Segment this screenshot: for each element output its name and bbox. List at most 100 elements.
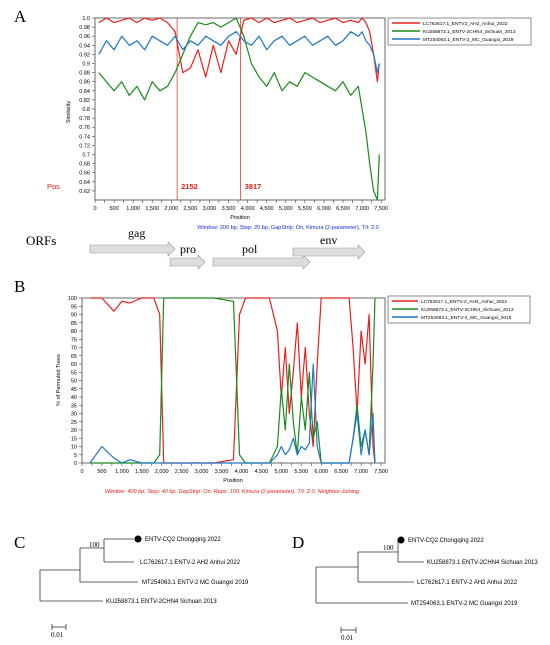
bootscan-plot-frame [81, 297, 386, 464]
y-tick-label: 0.72 [79, 143, 90, 149]
similarity-ylabel: Similarity [66, 101, 72, 124]
orf-label-gag: gag [128, 226, 145, 240]
y-tick-label: 40 [71, 395, 77, 401]
x-tick-label: 1,000 [126, 206, 140, 212]
legend-label: LC762617.1_ENTV-2_AH2_Anhui_2022 [421, 299, 507, 305]
y-tick-label: 75 [71, 337, 77, 343]
y-tick-label: 0.94 [79, 43, 90, 49]
x-tick-label: 0 [93, 206, 96, 212]
y-tick-label: 45 [71, 387, 77, 393]
tree-c-bootstrap: 100 [89, 541, 100, 549]
y-tick-label: 85 [71, 321, 77, 327]
x-tick-label: 2,500 [175, 469, 189, 475]
tree-d-bootstrap: 100 [383, 544, 394, 552]
x-tick-label: 2,000 [164, 206, 178, 212]
series-line-3 [98, 31, 380, 74]
panel-label-a: A [14, 7, 27, 26]
y-tick-label: 0.64 [79, 180, 90, 186]
bootscan-xlabel: Position [223, 478, 243, 484]
x-tick-label: 3,500 [215, 469, 229, 475]
x-tick-label: 5,000 [279, 206, 293, 212]
panel-label-c: C [14, 533, 25, 552]
tree-d-taxon-4: MT254063.1 ENTV-2 MC Guangxi 2019 [411, 601, 518, 607]
tree-c-scale-label: 0.01 [51, 631, 64, 639]
x-tick-label: 5,500 [294, 469, 308, 475]
y-tick-label: 35 [71, 403, 77, 409]
x-tick-label: 5,500 [298, 206, 312, 212]
x-tick-label: 4,500 [255, 469, 269, 475]
query-node-marker [134, 535, 142, 543]
orfs-title: ORFs [26, 233, 56, 248]
tree-c-taxon-4: KU258873.1 ENTV-2CHN4 Sichuan 2013 [106, 599, 217, 605]
bootscan-chart: 0 5 10 15 20 25 30 35 40 45 50 55 60 65 70 75 80 85 90 95 10… [56, 295, 531, 495]
panel-label-d: D [292, 533, 304, 552]
similarity-footer: Window: 200 bp, Step: 20 bp, GapStrip: O… [197, 225, 378, 231]
query-node-marker [397, 536, 405, 544]
x-tick-label: 1,500 [135, 469, 149, 475]
y-tick-label: 20 [71, 428, 77, 434]
pos-label: Pos [47, 182, 60, 191]
y-tick-label: 0.76 [79, 125, 90, 131]
x-tick-label: 2,000 [155, 469, 169, 475]
y-tick-label: 10 [71, 445, 77, 451]
similarity-legend: LC762617.1_ENTV2_AH2_Anhui_2022 KU258873… [387, 17, 532, 46]
phylo-tree-d [315, 536, 424, 633]
x-tick-label: 6,000 [317, 206, 331, 212]
similarity-chart: 0.62 0.64 0.66 0.68 0.7 0.72 0.74 0.76 0.78 0.8 0.… [47, 16, 532, 231]
x-tick-label: 2,500 [184, 206, 198, 212]
y-tick-label: 70 [71, 346, 77, 352]
y-tick-label: 0.8 [82, 107, 90, 113]
x-tick-label: 1,500 [145, 206, 159, 212]
y-tick-label: 0 [74, 461, 77, 467]
breakpoint-label: 2152 [181, 182, 198, 191]
orf-label-pro: pro [180, 242, 196, 256]
x-tick-label: 3,000 [195, 469, 209, 475]
similarity-plot-frame [94, 17, 386, 201]
y-tick-label: 100 [68, 296, 77, 302]
x-tick-label: 4,000 [235, 469, 249, 475]
y-tick-label: 1.0 [82, 16, 90, 22]
x-tick-label: 1,000 [115, 469, 129, 475]
y-tick-label: 0.7 [82, 153, 90, 159]
tree-d-taxon-3: LC762617.1 ENTV-2 AH2 Anhui 2022 [417, 580, 518, 586]
panel-label-b: B [14, 277, 25, 296]
tree-d-taxon-2: KU258873.1 ENTV-2CHN4 Sichuan 2013 [427, 560, 538, 566]
similarity-xlabel: Position [230, 215, 250, 221]
orf-arrow-pro [169, 254, 206, 270]
y-tick-label: 50 [71, 379, 77, 385]
phylo-tree-c [39, 535, 142, 630]
orf-arrow-pol [212, 254, 311, 270]
y-tick-label: 0.74 [79, 134, 90, 140]
orf-arrow-gag [89, 241, 176, 257]
x-tick-label: 4,500 [260, 206, 274, 212]
x-tick-label: 500 [109, 206, 118, 212]
bootscan-ylabel: % of Permuted Trees [56, 354, 62, 406]
x-tick-label: 3,500 [222, 206, 236, 212]
y-tick-label: 30 [71, 412, 77, 418]
orf-label-pol: pol [242, 242, 258, 256]
legend-label: LC762617.1_ENTV2_AH2_Anhui_2022 [423, 21, 508, 27]
y-tick-label: 0.88 [79, 71, 90, 77]
x-tick-label: 500 [97, 469, 106, 475]
y-tick-label: 0.84 [79, 89, 90, 95]
y-tick-label: 0.98 [79, 25, 90, 31]
y-tick-label: 25 [71, 420, 77, 426]
tree-d-scale-label: 0.01 [341, 634, 354, 642]
orf-arrow-env [292, 244, 366, 260]
y-tick-label: 90 [71, 313, 77, 319]
x-tick-label: 6,500 [334, 469, 348, 475]
y-tick-label: 0.78 [79, 116, 90, 122]
y-tick-label: 80 [71, 329, 77, 335]
tree-c-taxon-1: ENTV-CQ2 Chongqing 2022 [145, 537, 221, 543]
tree-d-taxon-1: ENTV-CQ2 Chongqing 2022 [408, 538, 484, 544]
y-tick-label: 0.86 [79, 80, 90, 86]
bootscan-legend: LC762617.1_ENTV-2_AH2_Anhui_2022 KU25887… [387, 295, 531, 324]
y-tick-label: 0.96 [79, 34, 90, 40]
tree-c-taxon-3: MT254063.1 ENTV-2 MC Guangxi 2019 [142, 580, 249, 586]
x-tick-label: 7,000 [354, 469, 368, 475]
x-tick-label: 0 [80, 469, 83, 475]
y-tick-label: 15 [71, 436, 77, 442]
y-tick-label: 65 [71, 354, 77, 360]
series-line-1 [90, 297, 376, 464]
